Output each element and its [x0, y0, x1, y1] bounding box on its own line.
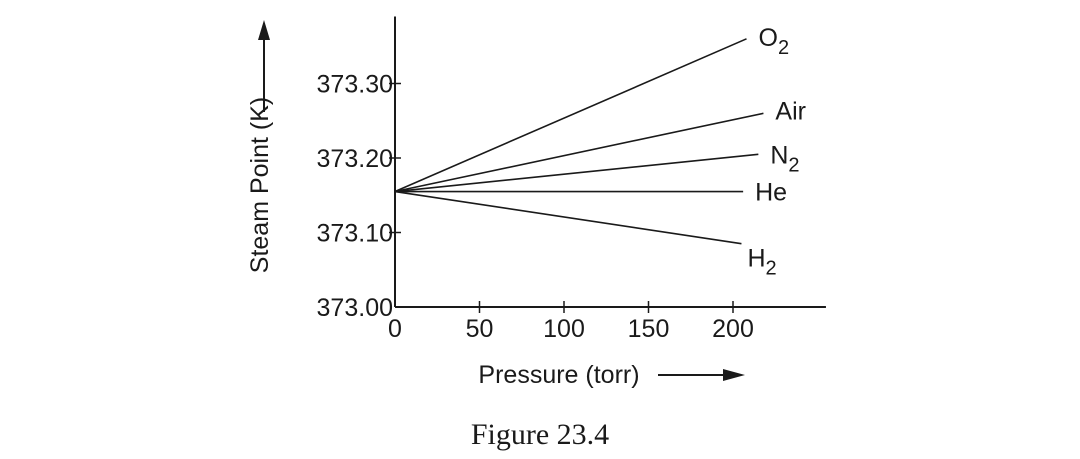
series-line-air: [394, 112, 764, 193]
x-tick-label: 100: [543, 315, 585, 343]
steam-point-chart: 373.00 373.10 373.20 373.30 0 50 100 150 200 O2 A…: [246, 16, 826, 389]
series-line-n2: [394, 153, 759, 193]
series-line-o2: [394, 38, 747, 193]
x-tick-label: 0: [388, 315, 402, 343]
axis-arrows: [258, 20, 745, 381]
series-labels: O2 Air N2 He H2: [747, 24, 806, 280]
y-tick-label: 373.00: [317, 294, 393, 322]
x-tick-label: 50: [466, 315, 494, 343]
series-label-n2: N2: [770, 141, 799, 176]
x-axis-label: Pressure (torr): [478, 361, 639, 389]
x-axis-arrow-head: [723, 369, 745, 381]
y-axis-arrow-head: [258, 20, 270, 40]
series-lines: [394, 38, 764, 245]
axis-titles: Steam Point (K) Pressure (torr): [246, 97, 640, 389]
y-tick-label: 373.30: [317, 71, 393, 99]
series-label-he: He: [755, 179, 787, 207]
series-line-h2: [394, 190, 742, 245]
y-axis-label: Steam Point (K): [246, 97, 274, 273]
y-tick-label: 373.20: [317, 145, 393, 173]
series-label-o2: O2: [759, 24, 790, 59]
figure-caption: Figure 23.4: [470, 418, 610, 451]
x-tick-label: 150: [628, 315, 670, 343]
series-label-air: Air: [775, 97, 806, 125]
y-tick-label: 373.10: [317, 220, 393, 248]
axes: [394, 16, 826, 308]
ticks: 373.00 373.10 373.20 373.30 0 50 100 150 200: [317, 71, 754, 344]
series-label-h2: H2: [747, 245, 776, 280]
x-tick-label: 200: [712, 315, 754, 343]
